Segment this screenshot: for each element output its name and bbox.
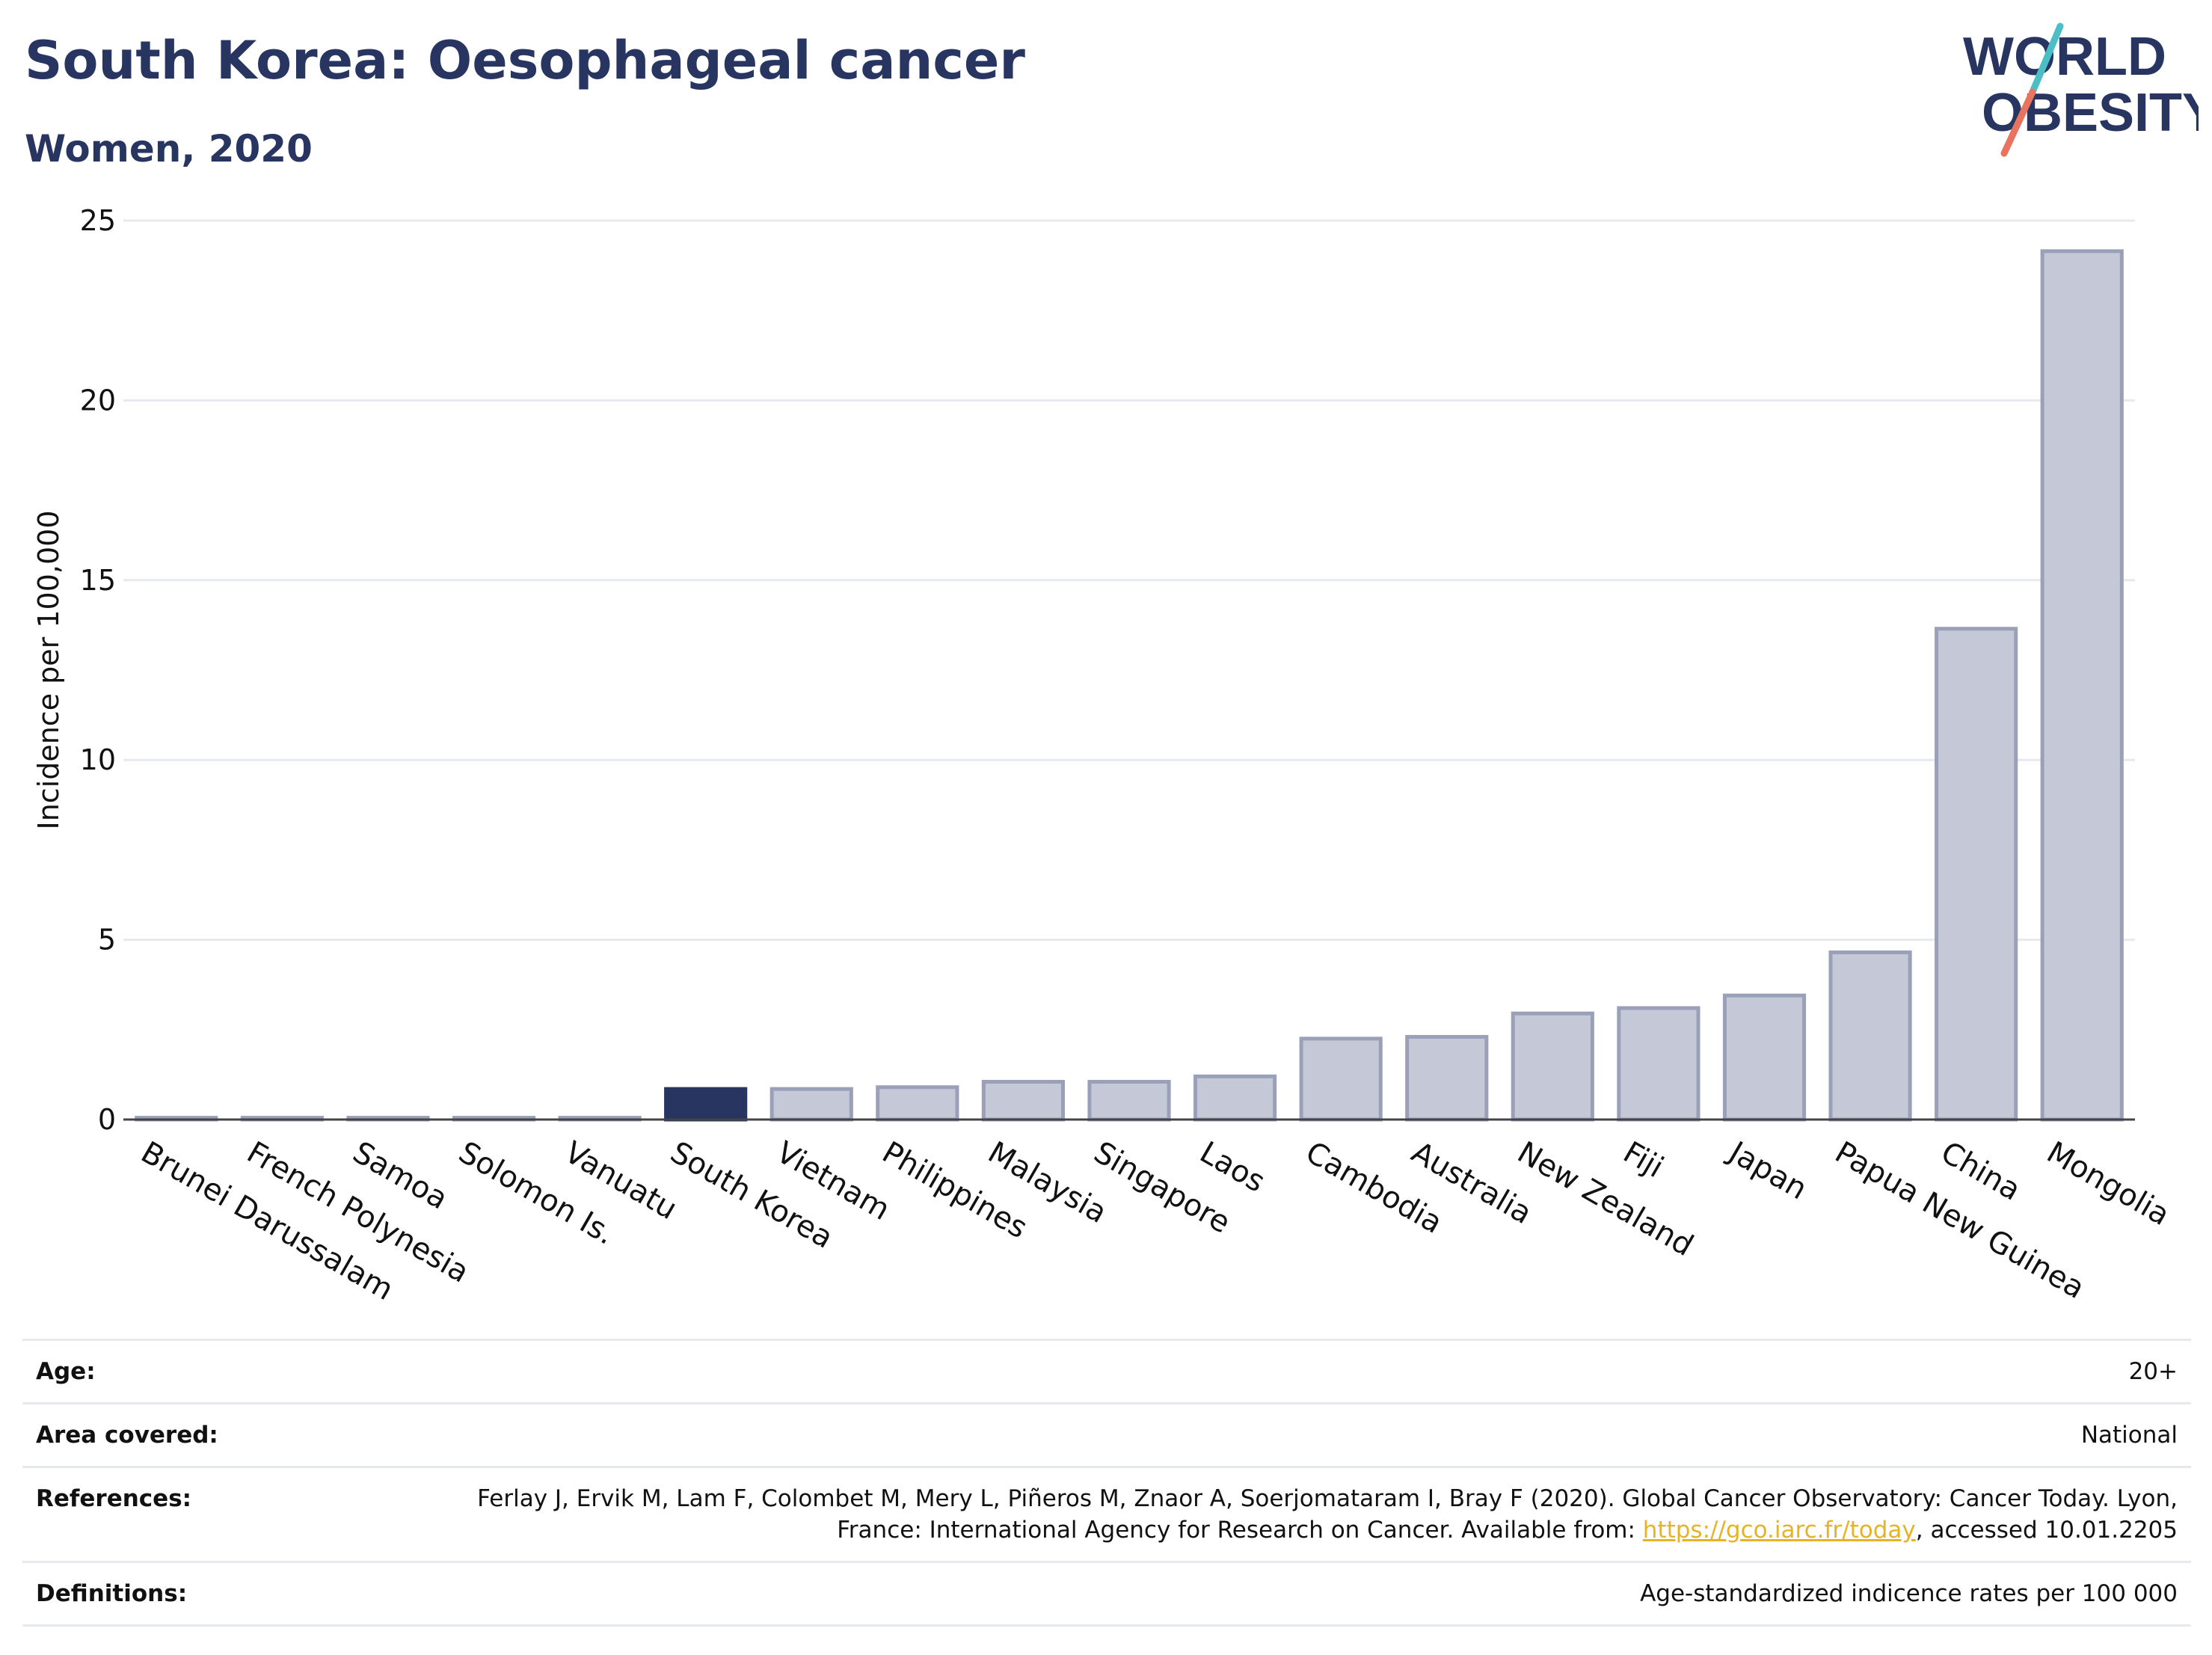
y-tick-label: 25 — [80, 204, 116, 237]
bar-china — [1935, 627, 2018, 1122]
bar-fiji — [1617, 1006, 1701, 1122]
bar-philippines — [876, 1085, 959, 1122]
meta-value: National — [2080, 1422, 2178, 1449]
x-tick-label: Laos — [1194, 1135, 1271, 1200]
bar-south-korea — [664, 1087, 748, 1122]
y-tick-label: 10 — [80, 743, 116, 776]
svg-text:WORLD: WORLD — [1963, 27, 2166, 87]
meta-label: Area covered: — [36, 1422, 218, 1449]
meta-row-definitions: Definitions: Age-standardized indicence … — [22, 1561, 2191, 1627]
bar-papua-new-guinea — [1828, 950, 1912, 1122]
bar-mongolia — [2040, 249, 2124, 1122]
bar-cambodia — [1299, 1037, 1383, 1122]
meta-label: References: — [36, 1485, 192, 1512]
y-tick-label: 5 — [98, 924, 116, 957]
y-axis-label: Incidence per 100,000 — [32, 510, 65, 829]
bar-vietnam — [769, 1087, 853, 1122]
x-tick-label: Mongolia — [2041, 1135, 2175, 1232]
gridlines — [123, 219, 2135, 942]
y-tick-label: 20 — [80, 384, 116, 417]
meta-label: Definitions: — [36, 1580, 188, 1607]
meta-row-references: References: Ferlay J, Ervik M, Lam F, Co… — [22, 1466, 2191, 1561]
bar-japan — [1722, 993, 1807, 1122]
reference-text-end: , accessed 10.01.2205 — [1915, 1517, 2178, 1544]
world-obesity-logo: WORLD OBESITY — [1963, 22, 2199, 157]
bar-laos — [1193, 1074, 1277, 1122]
meta-value: 20+ — [2128, 1358, 2178, 1385]
y-axis-ticks: 0 5 10 15 20 25 — [80, 204, 116, 1136]
reference-link[interactable]: https://gco.iarc.fr/today — [1642, 1517, 1916, 1544]
metadata-table: Age: 20+ Area covered: National Referenc… — [22, 1339, 2191, 1627]
chart-subtitle: Women, 2020 — [25, 127, 313, 171]
bar-malaysia — [981, 1080, 1066, 1122]
reference-text: Ferlay J, Ervik M, Lam F, Colombet M, Me… — [477, 1485, 2178, 1544]
chart-title: South Korea: Oesophageal cancer — [25, 30, 1025, 91]
bar-new-zealand — [1511, 1011, 1594, 1122]
bars — [135, 249, 2124, 1122]
svg-text:OBESITY: OBESITY — [1982, 83, 2199, 143]
meta-row-area: Area covered: National — [22, 1402, 2191, 1466]
meta-value: Age-standardized indicence rates per 100… — [1640, 1580, 2178, 1607]
x-tick-label: Japan — [1721, 1134, 1813, 1206]
meta-value: Ferlay J, Ervik M, Lam F, Colombet M, Me… — [458, 1483, 2178, 1546]
meta-row-age: Age: 20+ — [22, 1339, 2191, 1402]
bar-singapore — [1087, 1080, 1171, 1122]
y-tick-label: 15 — [80, 564, 116, 597]
bar-australia — [1405, 1034, 1489, 1122]
x-tick-label: Fiji — [1617, 1135, 1669, 1185]
y-tick-label: 0 — [98, 1103, 116, 1136]
x-tick-label: New Zealand — [1511, 1135, 1699, 1263]
meta-label: Age: — [36, 1358, 96, 1385]
